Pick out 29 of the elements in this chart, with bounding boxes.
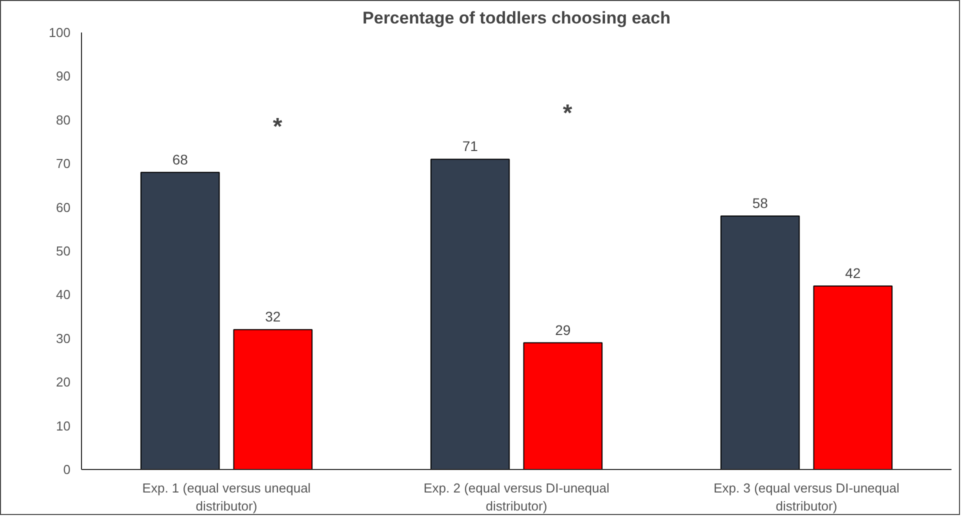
x-tick-label: Exp. 2 (equal versus DI-unequal distributor)	[424, 480, 610, 514]
y-tick-label: 100	[48, 25, 71, 40]
y-tick-label: 40	[56, 287, 71, 302]
data-label: 29	[555, 322, 571, 338]
data-label: 42	[845, 264, 861, 281]
y-tick-label: 0	[63, 462, 71, 477]
y-tick-label: 20	[56, 374, 71, 390]
y-tick-label: 50	[56, 244, 71, 258]
data-label: 58	[752, 195, 768, 212]
bar	[523, 342, 603, 470]
y-tick-label: 90	[56, 68, 71, 84]
bar	[430, 158, 510, 470]
y-tick-label: 10	[56, 418, 71, 434]
data-label: 71	[462, 138, 478, 154]
y-tick-label: 70	[56, 156, 71, 172]
x-tick-label: Exp. 1 (equal versus unequal distributor)	[142, 480, 311, 514]
bar	[720, 216, 800, 470]
chart-title: Percentage of toddlers choosing each	[362, 8, 670, 28]
bar	[813, 285, 893, 470]
annotation: *	[562, 100, 573, 128]
bar	[233, 329, 313, 470]
annotation: *	[272, 113, 283, 140]
data-label: 32	[265, 308, 281, 325]
y-tick-label: 30	[56, 330, 71, 346]
y-tick-label: 60	[56, 200, 71, 215]
data-label: 68	[172, 151, 188, 168]
y-tick-label: 80	[56, 112, 71, 128]
bar	[140, 172, 220, 470]
x-tick-label: Exp. 3 (equal versus DI-unequal distributor)	[714, 480, 900, 514]
